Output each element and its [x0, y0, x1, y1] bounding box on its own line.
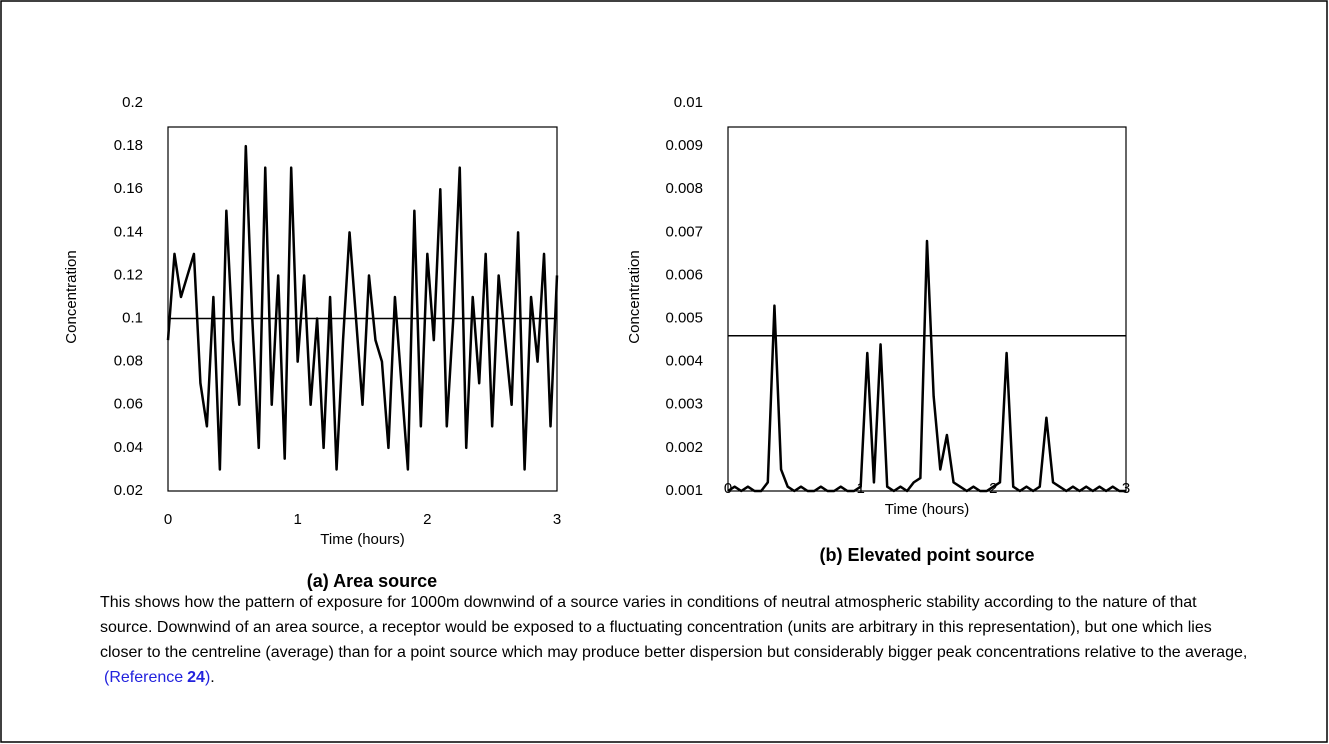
caption-text: This shows how the pattern of exposure f… [100, 594, 1248, 661]
x-tick-label: 0 [164, 511, 172, 528]
data-line [727, 239, 1126, 493]
x-tick-label: 2 [423, 511, 431, 528]
plot-frame [167, 126, 558, 492]
caption: This shows how the pattern of exposure f… [100, 590, 1250, 690]
y-tick-label: 0.005 [665, 310, 703, 327]
reference-close: ) [204, 669, 211, 686]
y-tick-label: 0.007 [665, 223, 703, 240]
y-tick-label: 0.2 [122, 94, 143, 111]
x-tick-label: 3 [1122, 480, 1130, 497]
y-tick-label: 0.14 [114, 223, 143, 240]
x-axis-label: Time (hours) [320, 531, 404, 548]
y-tick-label: 0.01 [674, 94, 703, 111]
x-tick-label: 3 [553, 511, 561, 528]
y-tick-label: 0.1 [122, 310, 143, 327]
y-tick-label: 0.08 [114, 353, 143, 370]
y-axis-label: Concentration [63, 250, 80, 343]
y-tick-label: 0.008 [665, 180, 703, 197]
y-tick-label: 0.009 [665, 137, 703, 154]
chart-title: (b) Elevated point source [819, 545, 1034, 565]
reference-open: (Reference [104, 669, 184, 686]
x-tick-label: 1 [856, 480, 864, 497]
y-tick-label: 0.003 [665, 396, 703, 413]
y-tick-label: 0.006 [665, 266, 703, 283]
y-axis-label: Concentration [626, 250, 643, 343]
y-tick-label: 0.18 [114, 137, 143, 154]
y-tick-label: 0.02 [114, 482, 143, 499]
y-tick-label: 0.002 [665, 439, 703, 456]
x-tick-label: 1 [293, 511, 301, 528]
reference-number: 24 [187, 669, 205, 686]
x-tick-label: 2 [989, 480, 997, 497]
plot-frame [727, 126, 1127, 492]
y-tick-label: 0.06 [114, 396, 143, 413]
y-tick-label: 0.16 [114, 180, 143, 197]
x-axis-label: Time (hours) [885, 501, 969, 518]
data-line [166, 144, 559, 471]
chart-title: (a) Area source [307, 571, 437, 591]
y-tick-label: 0.001 [665, 482, 703, 499]
caption-end: . [210, 669, 215, 686]
y-tick-label: 0.004 [665, 353, 703, 370]
y-tick-label: 0.04 [114, 439, 143, 456]
reference-link[interactable]: (Reference 24) [104, 669, 210, 686]
x-tick-label: 0 [724, 480, 732, 497]
y-tick-label: 0.12 [114, 266, 143, 283]
